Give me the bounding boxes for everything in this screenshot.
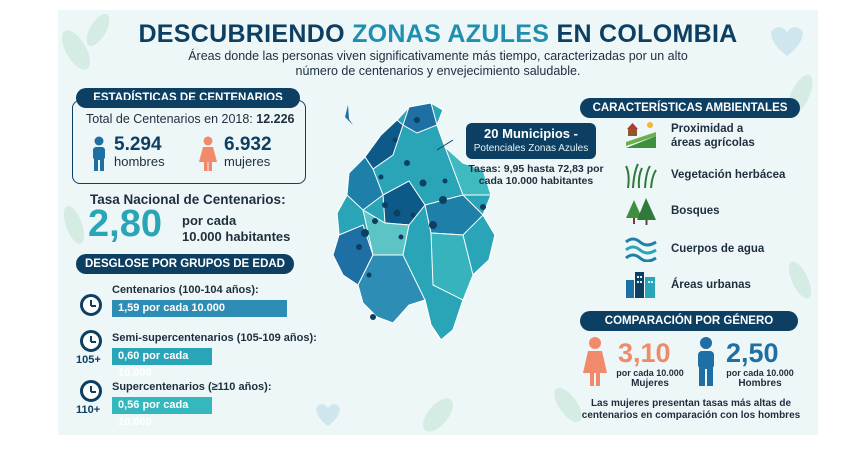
age-group-bar: 0,60 por cada 10.000 [112, 348, 212, 379]
map-callout: 20 Municipios - Potenciales Zonas Azules [466, 123, 596, 159]
women-rate-label: Mujeres [631, 378, 669, 389]
environment-item: Bosques [671, 205, 720, 217]
men-label: hombres [114, 154, 165, 169]
age-group-label: Centenarios (100-104 años): [112, 284, 259, 296]
environment-item: Cuerpos de agua [671, 243, 765, 255]
clock-icon [80, 330, 102, 352]
water-icon [625, 237, 657, 262]
national-rate-value: 2,80 [88, 203, 162, 245]
page-title: DESCUBRIENDO ZONAS AZULES EN COLOMBIA [138, 20, 738, 48]
environment-item: Áreas urbanas [671, 279, 751, 291]
women-rate-unit: por cada 10.000 [616, 368, 684, 378]
total-centenarians: Total de Centenarios en 2018: 12.226 [86, 112, 295, 126]
grass-icon [625, 163, 657, 189]
national-rate-label: Tasa Nacional de Centenarios: [90, 192, 286, 207]
women-count: 6.932 [224, 134, 272, 155]
man-icon [698, 337, 714, 386]
farm-icon [626, 122, 656, 148]
environment-item: Vegetación herbácea [671, 169, 786, 181]
stats-panel [72, 100, 306, 184]
environment-item: Proximidad a áreas agrícolas [671, 123, 755, 149]
clock-icon [80, 294, 102, 316]
heart-icon [771, 27, 803, 56]
men-rate-unit: por cada 10.000 [726, 368, 794, 378]
rate-unit-1: por cada [182, 213, 237, 228]
age-group-label: Semi-supercentenarios (105-109 años): [112, 332, 317, 344]
rate-unit-2: 10.000 habitantes [182, 229, 291, 244]
men-rate-label: Hombres [738, 378, 782, 389]
gender-note-1: Las mujeres presentan tasas más altas de [590, 398, 792, 409]
men-count: 5.294 [114, 134, 162, 155]
gender-note-2: centenarios en comparación con los hombr… [581, 410, 801, 421]
age-badge: 105+ [76, 354, 101, 366]
callout-title: 20 Municipios - [484, 126, 578, 141]
forest-icon [626, 198, 656, 225]
age-badge: 110+ [76, 404, 101, 416]
decorative-leaves [62, 13, 813, 432]
stats-heading: ESTADÍSTICAS DE CENTENARIOS [76, 88, 300, 108]
infographic: DESCUBRIENDO ZONAS AZULES EN COLOMBIA Ár… [58, 10, 818, 435]
city-icon [626, 272, 655, 298]
clock-icon [80, 380, 102, 402]
callout-subtitle: Potenciales Zonas Azules [473, 143, 589, 154]
woman-icon [583, 337, 607, 386]
age-group-bar: 0,56 por cada 10.000 [112, 397, 212, 428]
age-group-label: Supercentenarios (≥110 años): [112, 381, 272, 393]
colombia-map [332, 102, 496, 341]
men-rate: 2,50 [726, 338, 779, 368]
woman-icon [199, 136, 217, 171]
environment-heading: CARACTERÍSTICAS AMBIENTALES [580, 98, 800, 118]
page-subtitle: Áreas donde las personas viven significa… [188, 49, 688, 78]
man-icon [93, 136, 105, 171]
women-rate: 3,10 [618, 338, 671, 368]
callout-rates-2: cada 10.000 habitantes [478, 175, 594, 187]
women-label: mujeres [224, 154, 271, 169]
callout-rates-1: Tasas: 9,95 hasta 72,83 por [468, 163, 604, 175]
age-group-bar: 1,59 por cada 10.000 [112, 300, 287, 317]
gender-heading: COMPARACIÓN POR GÉNERO [580, 311, 798, 331]
age-groups-heading: DESGLOSE POR GRUPOS DE EDAD [76, 254, 294, 274]
